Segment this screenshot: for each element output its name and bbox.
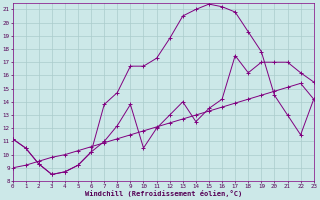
X-axis label: Windchill (Refroidissement éolien,°C): Windchill (Refroidissement éolien,°C) bbox=[84, 190, 242, 197]
